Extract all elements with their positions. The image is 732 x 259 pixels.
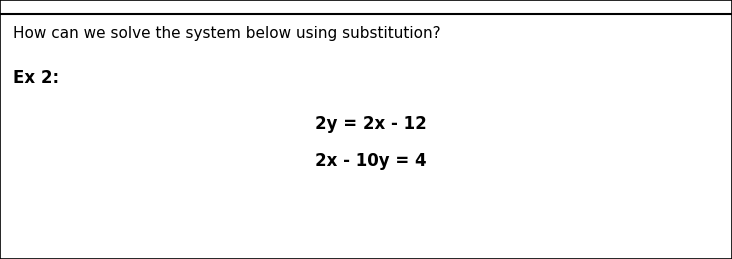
Text: 2x - 10y = 4: 2x - 10y = 4 [315, 152, 426, 170]
Text: 2y = 2x - 12: 2y = 2x - 12 [315, 115, 427, 133]
Text: Ex 2:: Ex 2: [13, 69, 59, 87]
Text: How can we solve the system below using substitution?: How can we solve the system below using … [13, 26, 441, 41]
